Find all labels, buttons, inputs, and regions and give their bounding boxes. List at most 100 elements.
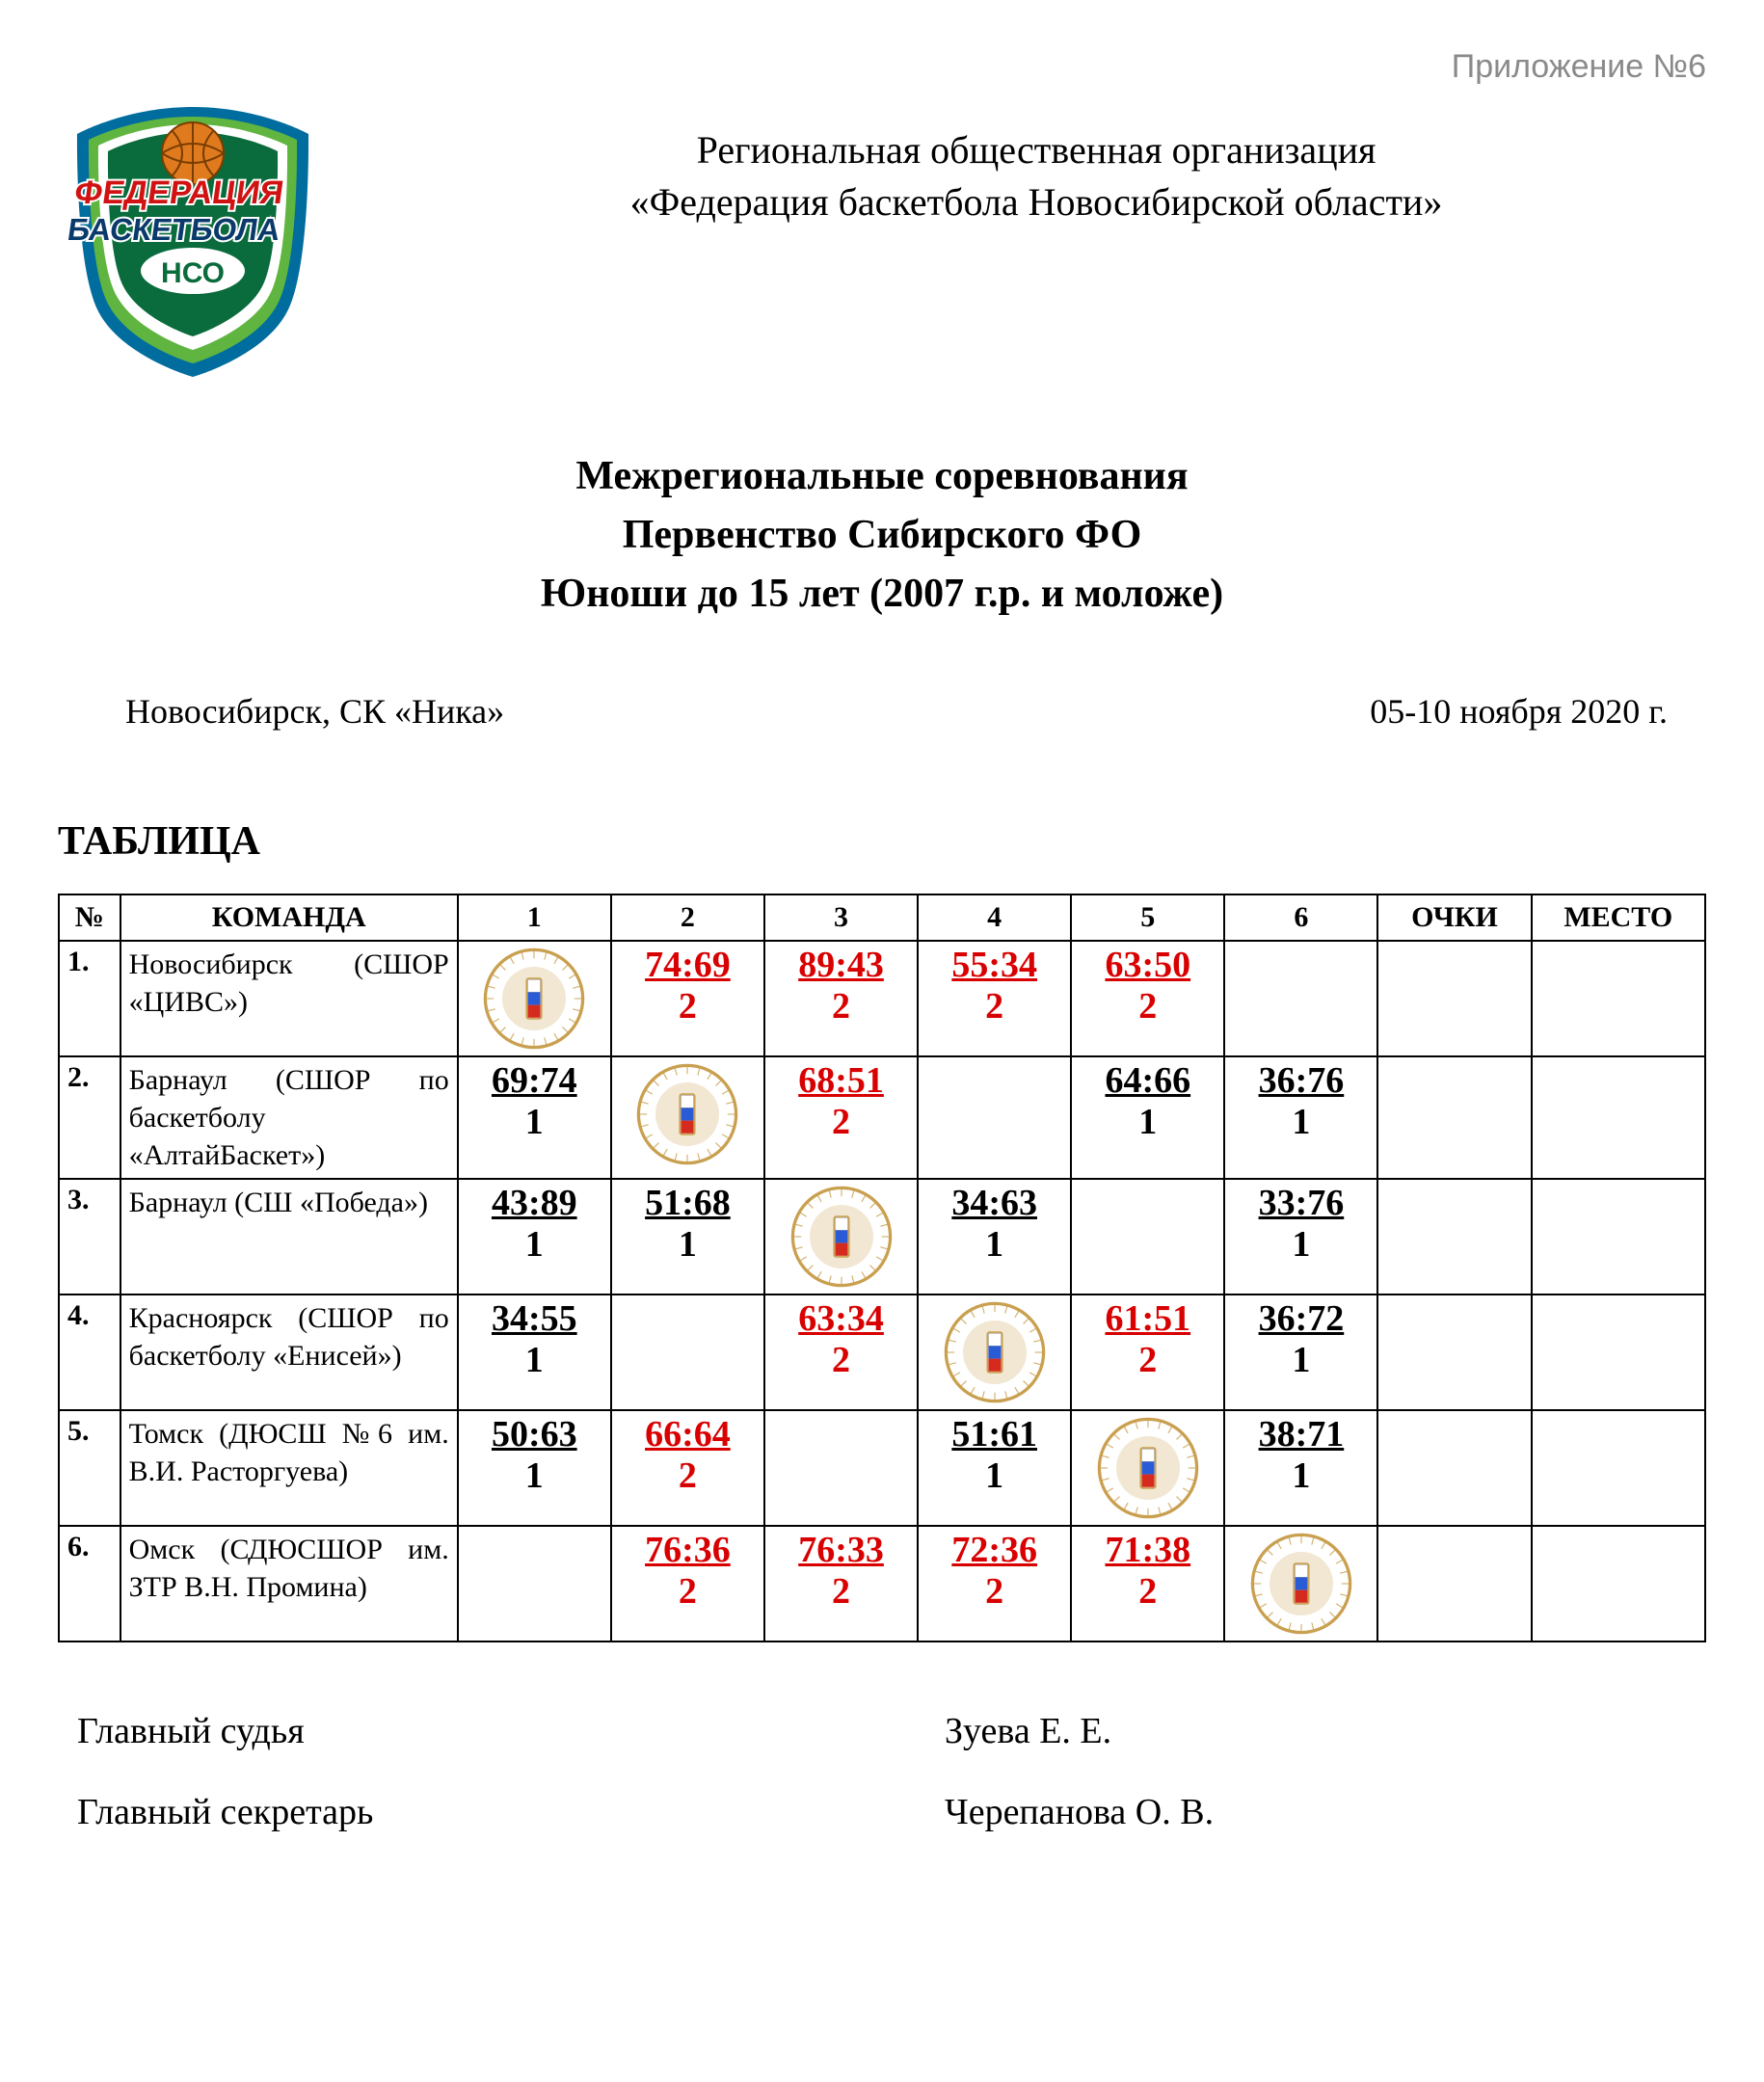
score-cell: 51:681 <box>611 1179 764 1295</box>
score-value: 71:38 <box>1080 1531 1216 1571</box>
points-value: 2 <box>1080 1341 1216 1381</box>
score-value: 34:55 <box>467 1299 602 1340</box>
signature-row: Главный секретарь Черепанова О. В. <box>77 1791 1706 1833</box>
score-value: 72:36 <box>926 1531 1062 1571</box>
svg-text:БАСКЕТБОЛА: БАСКЕТБОЛА <box>66 212 282 247</box>
col-5: 5 <box>1071 894 1224 941</box>
score-value: 61:51 <box>1080 1299 1216 1340</box>
svg-text:НСО: НСО <box>161 257 225 289</box>
score-cell: 55:342 <box>918 941 1071 1056</box>
points-value: 2 <box>773 1341 909 1381</box>
header: ФЕДЕРАЦИЯ БАСКЕТБОЛА НСО Региональная об… <box>58 95 1706 389</box>
score-value: 63:34 <box>773 1299 909 1340</box>
row-number: 5. <box>59 1410 120 1526</box>
col-3: 3 <box>764 894 918 941</box>
points-value: 2 <box>1080 987 1216 1028</box>
results-table: № КОМАНДА 1 2 3 4 5 6 ОЧКИ МЕСТО 1.Новос… <box>58 894 1706 1642</box>
empty-cell <box>918 1056 1071 1179</box>
points-total <box>1377 1295 1531 1410</box>
points-value: 1 <box>467 1341 602 1381</box>
table-row: 2.Барнаул (СШОР по баскетболу «АлтайБаск… <box>59 1056 1705 1179</box>
score-cell: 61:512 <box>1071 1295 1224 1410</box>
score-value: 50:63 <box>467 1415 602 1455</box>
points-value: 1 <box>1233 1225 1369 1266</box>
score-value: 38:71 <box>1233 1415 1369 1455</box>
place <box>1532 1179 1705 1295</box>
points-value: 1 <box>1233 1103 1369 1143</box>
score-value: 34:63 <box>926 1184 1062 1224</box>
col-points: ОЧКИ <box>1377 894 1531 941</box>
score-value: 74:69 <box>620 946 756 986</box>
col-2: 2 <box>611 894 764 941</box>
points-value: 2 <box>1080 1572 1216 1613</box>
row-number: 6. <box>59 1526 120 1642</box>
score-value: 69:74 <box>467 1061 602 1102</box>
diagonal-emblem <box>1224 1526 1377 1642</box>
score-cell: 38:711 <box>1224 1410 1377 1526</box>
points-value: 1 <box>926 1456 1062 1497</box>
table-row: 4.Красноярск (СШОР по баскетболу «Енисей… <box>59 1295 1705 1410</box>
score-value: 51:68 <box>620 1184 756 1224</box>
signature-row: Главный судья Зуева Е. Е. <box>77 1710 1706 1752</box>
col-team: КОМАНДА <box>120 894 458 941</box>
points-total <box>1377 1179 1531 1295</box>
table-row: 3.Барнаул (СШ «Победа»)43:89151:681 34:6… <box>59 1179 1705 1295</box>
team-name: Томск (ДЮСШ №6 им. В.И. Расторгуева) <box>120 1410 458 1526</box>
empty-cell <box>1224 941 1377 1056</box>
score-value: 89:43 <box>773 946 909 986</box>
score-value: 36:72 <box>1233 1299 1369 1340</box>
score-cell: 63:342 <box>764 1295 918 1410</box>
empty-cell <box>458 1526 611 1642</box>
score-cell: 74:692 <box>611 941 764 1056</box>
federation-logo: ФЕДЕРАЦИЯ БАСКЕТБОЛА НСО <box>58 95 328 389</box>
points-value: 2 <box>773 1572 909 1613</box>
score-cell: 89:432 <box>764 941 918 1056</box>
score-value: 64:66 <box>1080 1061 1216 1102</box>
org-line1: Региональная общественная организация <box>366 124 1706 176</box>
diagonal-emblem <box>611 1056 764 1179</box>
score-cell: 69:741 <box>458 1056 611 1179</box>
table-row: 6.Омск (СДЮСШОР им. ЗТР В.Н. Промина)76:… <box>59 1526 1705 1642</box>
score-value: 68:51 <box>773 1061 909 1102</box>
score-cell: 68:512 <box>764 1056 918 1179</box>
col-place: МЕСТО <box>1532 894 1705 941</box>
col-4: 4 <box>918 894 1071 941</box>
comp-line3: Юноши до 15 лет (2007 г.р. и моложе) <box>58 565 1706 624</box>
score-value: 76:36 <box>620 1531 756 1571</box>
score-cell: 43:891 <box>458 1179 611 1295</box>
points-value: 1 <box>1233 1341 1369 1381</box>
score-value: 33:76 <box>1233 1184 1369 1224</box>
place <box>1532 1295 1705 1410</box>
empty-cell <box>611 1295 764 1410</box>
table-row: 1.Новосибирск (СШОР «ЦИВС») 74:69289:432… <box>59 941 1705 1056</box>
points-value: 2 <box>620 1572 756 1613</box>
sig-role: Главный секретарь <box>77 1791 945 1833</box>
points-value: 1 <box>467 1225 602 1266</box>
place <box>1532 1526 1705 1642</box>
score-cell: 63:502 <box>1071 941 1224 1056</box>
row-number: 2. <box>59 1056 120 1179</box>
points-total <box>1377 1410 1531 1526</box>
sig-name: Черепанова О. В. <box>945 1791 1214 1833</box>
score-cell: 36:761 <box>1224 1056 1377 1179</box>
comp-line1: Межрегиональные соревнования <box>58 447 1706 506</box>
competition-title: Межрегиональные соревнования Первенство … <box>58 447 1706 624</box>
venue: Новосибирск, СК «Ника» <box>125 691 504 732</box>
score-value: 66:64 <box>620 1415 756 1455</box>
diagonal-emblem <box>918 1295 1071 1410</box>
score-cell: 36:721 <box>1224 1295 1377 1410</box>
points-value: 2 <box>620 987 756 1028</box>
team-name: Новосибирск (СШОР «ЦИВС») <box>120 941 458 1056</box>
col-6: 6 <box>1224 894 1377 941</box>
points-value: 1 <box>1080 1103 1216 1143</box>
signatures: Главный судья Зуева Е. Е. Главный секрет… <box>58 1710 1706 1833</box>
empty-cell <box>764 1410 918 1526</box>
score-value: 51:61 <box>926 1415 1062 1455</box>
points-total <box>1377 1056 1531 1179</box>
score-cell: 76:332 <box>764 1526 918 1642</box>
team-name: Барнаул (СШ «Победа») <box>120 1179 458 1295</box>
score-cell: 66:642 <box>611 1410 764 1526</box>
score-cell: 34:631 <box>918 1179 1071 1295</box>
score-cell: 50:631 <box>458 1410 611 1526</box>
score-value: 43:89 <box>467 1184 602 1224</box>
